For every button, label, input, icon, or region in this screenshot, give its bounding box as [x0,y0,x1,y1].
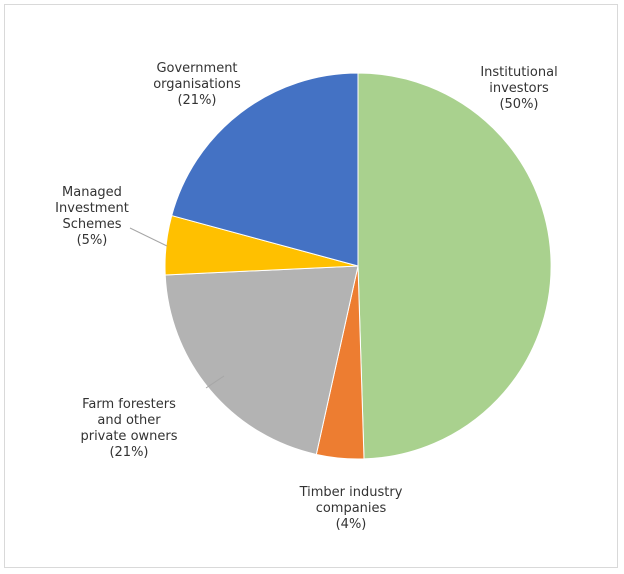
pie-label-government-organisations: Government organisations (21%) [153,61,241,108]
pie-slices [164,72,552,460]
pie-label-line: (4%) [336,517,367,532]
leader-line-farm-foresters-and-other-private-owners [205,375,225,389]
pie-label-institutional-investors: Institutional investors (50%) [480,65,557,112]
pie-label-line: Timber industry [299,485,403,500]
pie-label-line: private owners [80,429,177,444]
pie-label-line: Investment [55,201,129,216]
pie-label-managed-investment-schemes: Managed Investment Schemes (5%) [55,185,129,248]
leader-line-managed-investment-schemes [129,227,168,247]
pie-label-line: Institutional [480,65,557,80]
pie-label-line: Farm foresters [82,397,176,412]
leader-lines [129,227,225,389]
pie-labels: Institutional investors (50%) Timber indust… [55,61,558,532]
pie-label-line: (50%) [499,97,538,112]
pie-label-farm-foresters-and-other-private-owners: Farm foresters and other private owners (21… [80,397,177,460]
pie-label-line: organisations [153,77,241,92]
pie-label-timber-industry-companies: Timber industry companies (4%) [299,485,403,532]
pie-label-line: (21%) [177,93,216,108]
pie-label-line: Schemes [62,217,121,232]
pie-label-line: and other [97,413,161,428]
pie-label-line: investors [489,81,549,96]
pie-slice-institutional-investors [357,72,552,460]
pie-label-line: Managed [62,185,122,200]
pie-label-line: Government [156,61,237,76]
pie-slice-farm-foresters-and-other-private-owners [164,265,359,456]
pie-label-line: (21%) [109,445,148,460]
pie-label-line: companies [316,501,387,516]
pie-slice-government-organisations [171,72,359,267]
pie-label-line: (5%) [77,233,108,248]
